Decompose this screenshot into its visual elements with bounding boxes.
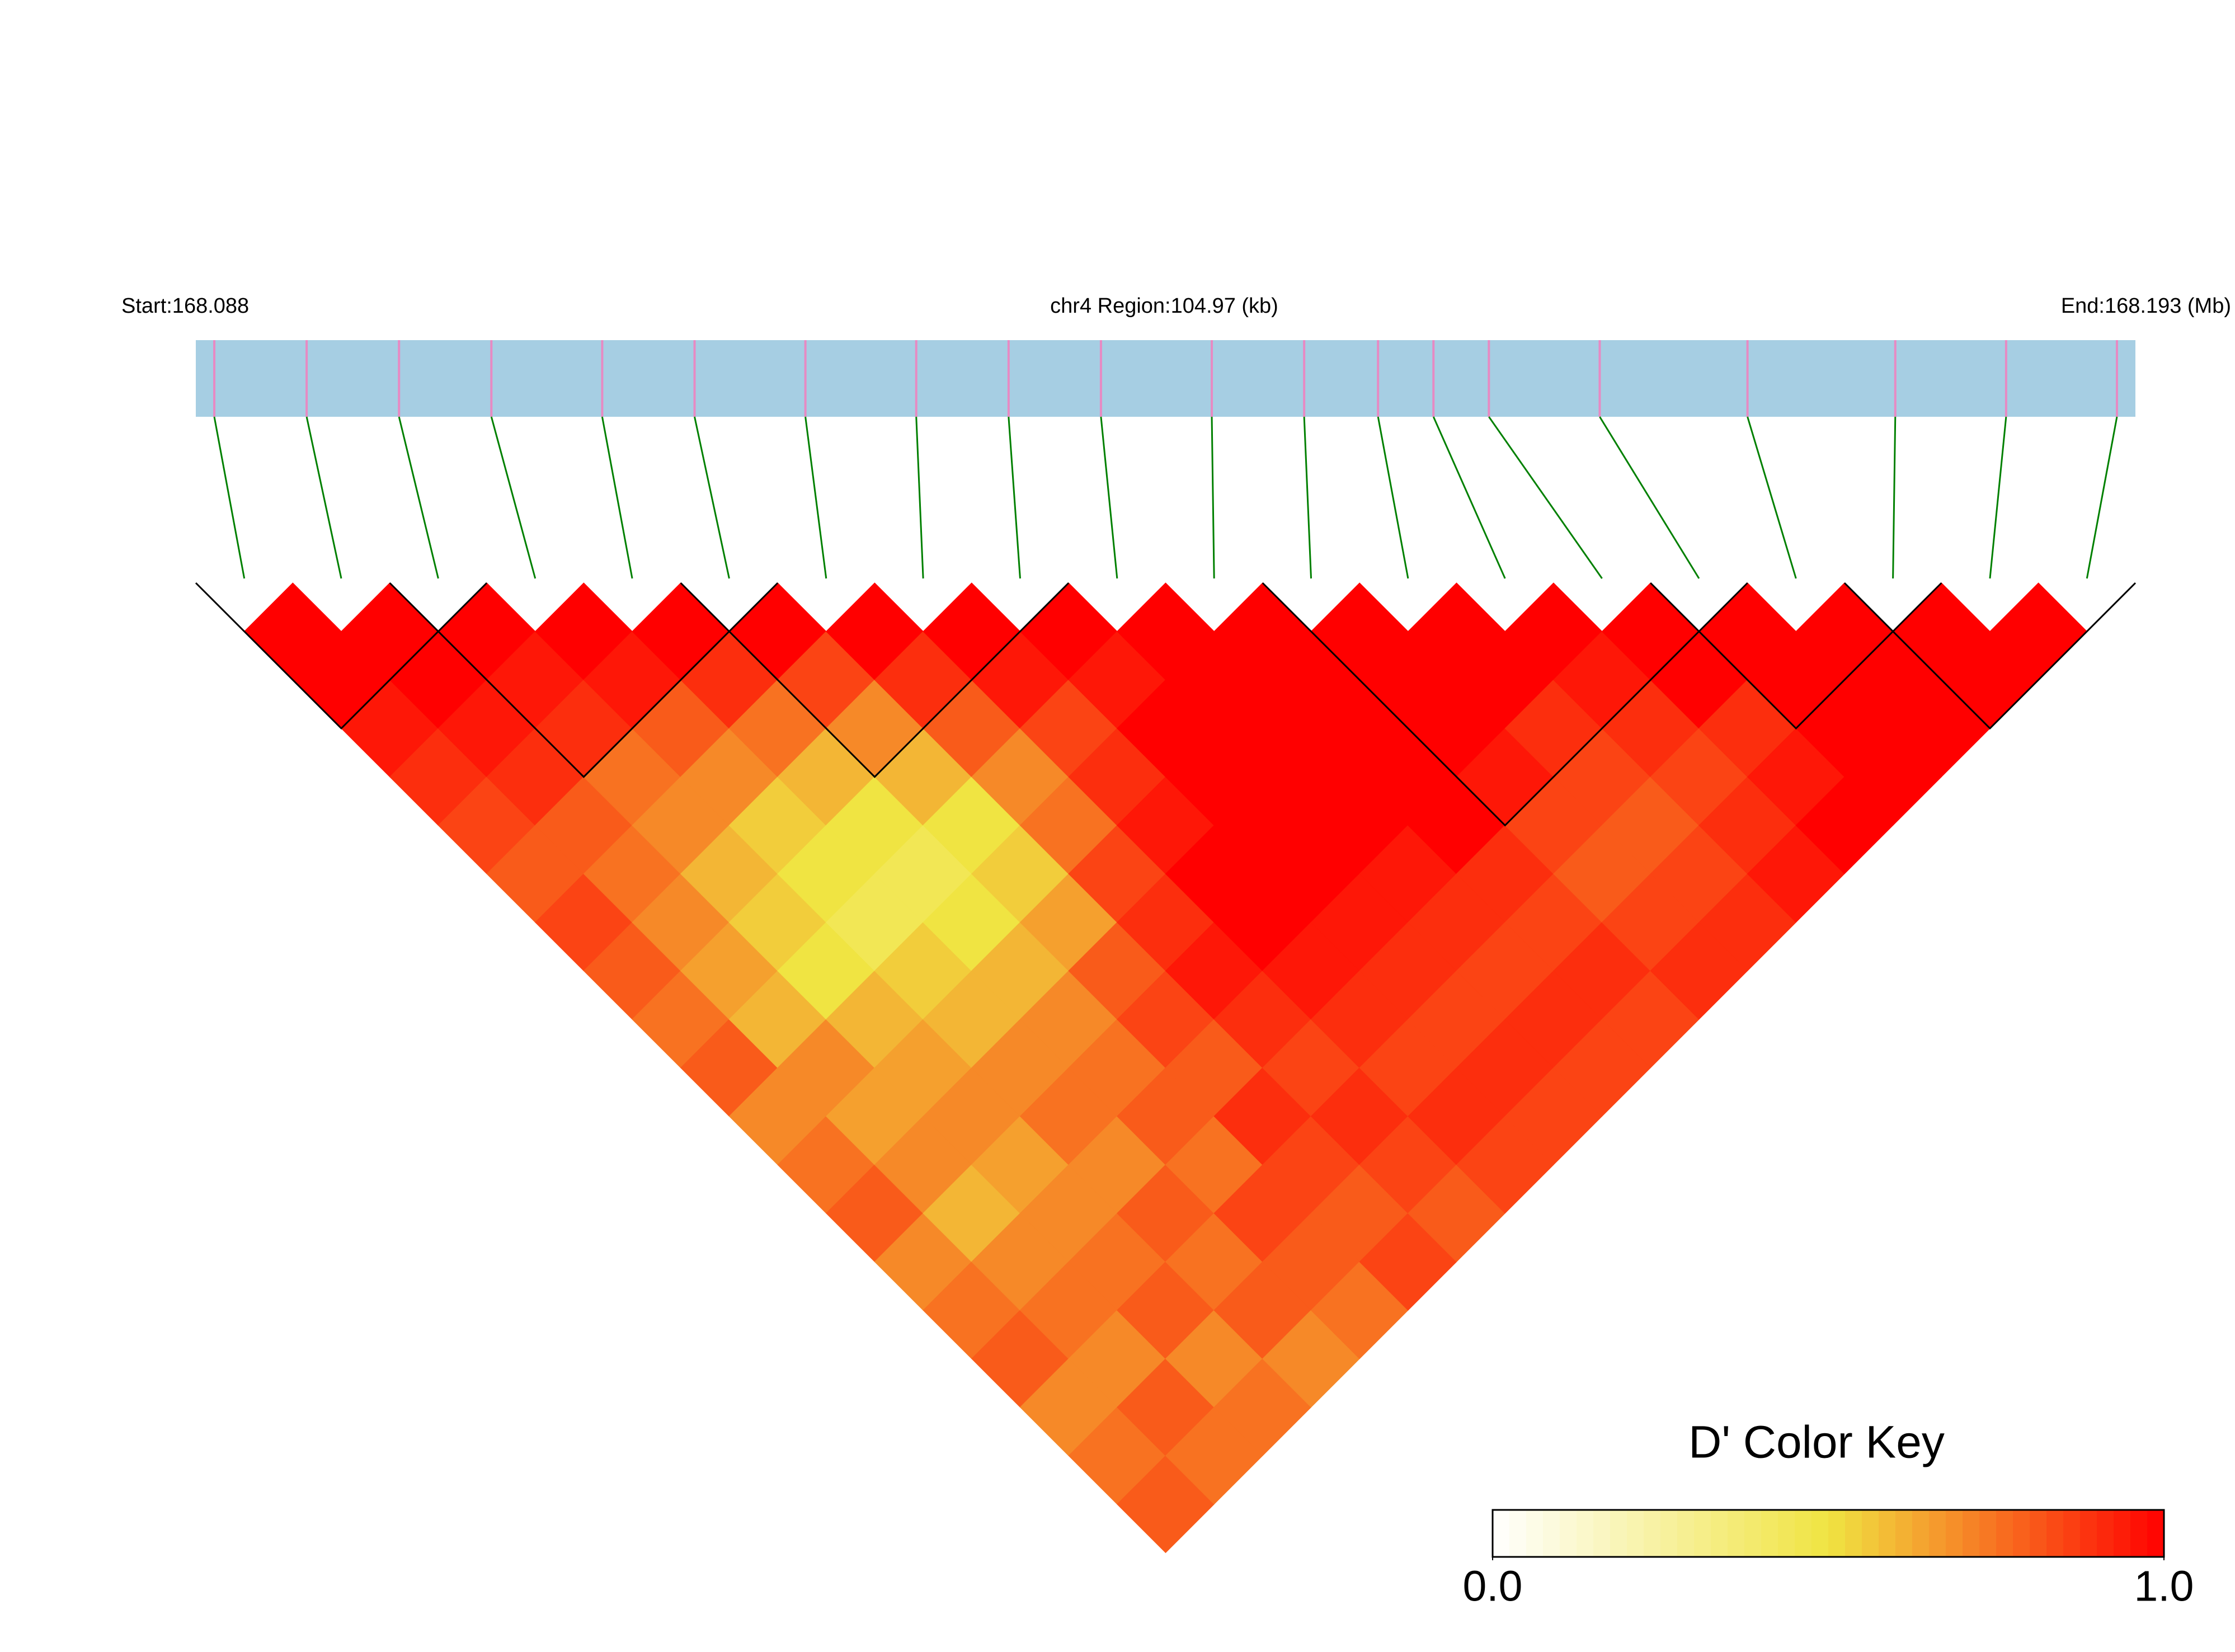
colorkey-step bbox=[1744, 1510, 1762, 1557]
colorkey-step bbox=[2130, 1510, 2148, 1557]
colorkey-step bbox=[1879, 1510, 1896, 1557]
colorkey-step bbox=[1677, 1510, 1695, 1557]
colorkey-step bbox=[1795, 1510, 1812, 1557]
snp-link bbox=[915, 416, 924, 579]
snp-link bbox=[1488, 416, 1603, 579]
snp-link bbox=[694, 416, 730, 579]
ld-block bbox=[1262, 582, 1748, 827]
snp-link bbox=[1303, 416, 1312, 579]
colorkey-step bbox=[1694, 1510, 1711, 1557]
ld-block bbox=[389, 582, 779, 778]
snp-track bbox=[196, 340, 2135, 417]
start-label: Start:168.088 bbox=[121, 294, 249, 318]
colorkey-tick-label: 1.0 bbox=[2134, 1562, 2194, 1610]
colorkey-step bbox=[1912, 1510, 1930, 1557]
snp-link bbox=[1432, 416, 1506, 579]
colorkey-step bbox=[1979, 1510, 1997, 1557]
colorkey-tick-label: 0.0 bbox=[1462, 1562, 1522, 1610]
ld-block bbox=[1843, 582, 2137, 730]
snp-link bbox=[2086, 416, 2118, 579]
snp-link bbox=[305, 416, 342, 579]
snp-link bbox=[1989, 416, 2007, 579]
snp-link bbox=[490, 416, 537, 579]
colorkey-step bbox=[1543, 1510, 1560, 1557]
colorkey-step bbox=[2063, 1510, 2081, 1557]
colorkey-step bbox=[2147, 1510, 2165, 1557]
snp-link bbox=[1599, 416, 1700, 579]
colorkey-step bbox=[1778, 1510, 1795, 1557]
colorkey-step bbox=[1728, 1510, 1745, 1557]
snp-link bbox=[601, 416, 633, 579]
colorkey-step bbox=[1660, 1510, 1678, 1557]
colorkey-step bbox=[1845, 1510, 1862, 1557]
colorkey-step bbox=[1509, 1510, 1527, 1557]
ld-block bbox=[680, 582, 1070, 778]
colorkey-title: D' Color Key bbox=[1688, 1417, 1945, 1468]
colorkey-step bbox=[1493, 1510, 1510, 1557]
snp-link bbox=[1211, 416, 1215, 579]
colorkey-step bbox=[1811, 1510, 1829, 1557]
snp-link bbox=[1100, 416, 1118, 579]
colorkey-step bbox=[1996, 1510, 2013, 1557]
colorkey-step bbox=[2080, 1510, 2097, 1557]
colorkey-step bbox=[1577, 1510, 1594, 1557]
colorkey-step bbox=[1644, 1510, 1661, 1557]
colorkey-step bbox=[1946, 1510, 1963, 1557]
end-label: End:168.193 (Mb) bbox=[2061, 294, 2231, 318]
colorkey-step bbox=[1895, 1510, 1913, 1557]
colorkey-step bbox=[2013, 1510, 2030, 1557]
snp-link bbox=[1008, 416, 1021, 579]
colorkey-step bbox=[1610, 1510, 1627, 1557]
colorkey-step bbox=[2114, 1510, 2131, 1557]
snp-link bbox=[213, 416, 246, 579]
colorkey-step bbox=[1929, 1510, 1946, 1557]
colorkey-step bbox=[1560, 1510, 1577, 1557]
snp-link bbox=[804, 416, 827, 579]
colorkey-step bbox=[1828, 1510, 1846, 1557]
colorkey-step bbox=[1862, 1510, 1879, 1557]
snp-link bbox=[1377, 416, 1409, 579]
colorkey-step bbox=[1627, 1510, 1644, 1557]
colorkey-step bbox=[1593, 1510, 1611, 1557]
colorkey-step bbox=[2046, 1510, 2064, 1557]
colorkey-step bbox=[2030, 1510, 2047, 1557]
snp-link bbox=[1892, 416, 1897, 579]
colorkey-step bbox=[1761, 1510, 1778, 1557]
snp-link bbox=[1747, 416, 1797, 579]
snp-link bbox=[398, 416, 439, 579]
region-label: chr4 Region:104.97 (kb) bbox=[1050, 294, 1278, 318]
colorkey-step bbox=[2097, 1510, 2114, 1557]
colorkey-step bbox=[1526, 1510, 1544, 1557]
colorkey-frame bbox=[1491, 1509, 2165, 1558]
colorkey-step bbox=[1963, 1510, 1980, 1557]
colorkey-step bbox=[1711, 1510, 1728, 1557]
